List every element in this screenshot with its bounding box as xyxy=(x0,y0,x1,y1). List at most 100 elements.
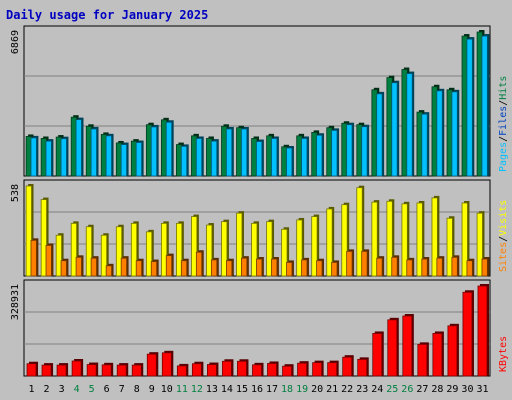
legend-entry: Pages xyxy=(498,142,509,172)
legend-entry: / xyxy=(498,100,509,106)
visits-bar xyxy=(341,202,350,277)
visits-bar xyxy=(176,221,184,277)
pages-bar xyxy=(241,126,249,177)
panel-visits-sites: 538 Sites/Visits xyxy=(10,179,509,277)
visits-bar xyxy=(326,206,335,277)
visits-bar xyxy=(55,233,64,277)
visits-bar xyxy=(431,195,440,277)
legend-entry: / xyxy=(498,136,509,142)
visits-bar xyxy=(145,229,154,277)
sites-bar xyxy=(90,256,99,277)
sites-bar xyxy=(60,258,69,277)
day-label: 25 xyxy=(386,384,398,395)
day-label: 31 xyxy=(476,384,488,395)
day-label: 20 xyxy=(311,384,323,395)
legend-entry: KBytes xyxy=(498,336,509,372)
legend: KBytes xyxy=(498,336,509,372)
pages-bar xyxy=(271,136,279,177)
chart-panels: 6869Pages/Files/Hits538Sites/Visits32893… xyxy=(10,25,509,377)
sites-bar xyxy=(135,258,144,277)
sites-bar xyxy=(376,256,385,277)
pages-bar xyxy=(466,37,475,177)
visits-bar xyxy=(251,221,259,277)
visits-bar xyxy=(281,227,290,277)
day-label: 30 xyxy=(461,384,473,395)
pages-bar xyxy=(225,126,234,177)
visits-bar xyxy=(311,214,320,277)
day-label: 26 xyxy=(401,384,413,395)
day-label: 17 xyxy=(266,384,278,395)
kbytes-bar xyxy=(417,342,429,377)
day-label: 2 xyxy=(44,384,50,395)
max-value-label: 6869 xyxy=(10,30,21,54)
kbytes-bar xyxy=(297,361,309,377)
sites-bar xyxy=(241,256,249,277)
kbytes-bar xyxy=(342,355,354,377)
sites-bar xyxy=(165,253,174,277)
day-label: 11 xyxy=(176,384,188,395)
sites-bar xyxy=(180,258,189,277)
visits-bar xyxy=(130,221,139,277)
kbytes-bar xyxy=(372,331,384,377)
sites-bar xyxy=(466,258,475,277)
day-label: 27 xyxy=(416,384,428,395)
visits-bar xyxy=(386,199,395,277)
sites-bar xyxy=(45,243,54,277)
kbytes-bar xyxy=(312,360,324,377)
kbytes-bar xyxy=(402,314,414,377)
legend-entry: Hits xyxy=(498,76,509,100)
sites-bar xyxy=(301,257,309,277)
day-label: 22 xyxy=(341,384,353,395)
pages-bar xyxy=(331,128,340,177)
panel-kbytes: 328931 KBytes xyxy=(10,279,509,377)
sites-bar xyxy=(361,249,370,277)
kbytes-bar xyxy=(191,361,204,377)
kbytes-bar xyxy=(327,360,339,377)
kbytes-bar xyxy=(86,362,99,377)
pages-bar xyxy=(90,126,99,177)
legend-entry: Files xyxy=(498,106,509,136)
day-label: 18 xyxy=(281,384,293,395)
visits-bar xyxy=(476,211,485,277)
day-label: 7 xyxy=(119,384,125,395)
kbytes-bar xyxy=(462,290,474,377)
kbytes-bar xyxy=(282,364,294,377)
day-label: 21 xyxy=(326,384,338,395)
kbytes-bar xyxy=(222,359,234,377)
max-value-label: 328931 xyxy=(10,284,21,320)
pages-bar xyxy=(481,34,490,177)
sites-bar xyxy=(210,257,219,277)
day-label: 23 xyxy=(356,384,368,395)
kbytes-bar xyxy=(206,362,219,377)
sites-bar xyxy=(105,263,114,277)
day-label: 4 xyxy=(74,384,80,395)
pages-bar xyxy=(406,71,415,177)
kbytes-bar xyxy=(116,363,129,377)
day-label: 13 xyxy=(206,384,218,395)
visits-bar xyxy=(206,223,214,277)
sites-bar xyxy=(436,256,445,277)
day-label: 1 xyxy=(29,384,35,395)
chart-title: Daily usage for January 2025 xyxy=(6,8,208,22)
kbytes-bar xyxy=(71,359,84,377)
sites-bar xyxy=(256,257,264,277)
kbytes-bar xyxy=(387,317,399,377)
kbytes-bar xyxy=(41,363,54,377)
sites-bar xyxy=(195,250,204,277)
pages-bar xyxy=(105,133,114,177)
visits-bar xyxy=(70,221,79,277)
day-label: 6 xyxy=(104,384,110,395)
pages-bar xyxy=(30,135,39,177)
kbytes-bar xyxy=(357,357,369,377)
day-label: 14 xyxy=(221,384,233,395)
visits-bar xyxy=(296,217,305,277)
day-label: 5 xyxy=(89,384,95,395)
pages-bar xyxy=(421,112,430,177)
pages-bar xyxy=(436,88,445,177)
visits-bar xyxy=(25,184,34,277)
sites-bar xyxy=(271,257,279,277)
kbytes-bar xyxy=(131,363,144,377)
visits-bar xyxy=(416,200,425,277)
